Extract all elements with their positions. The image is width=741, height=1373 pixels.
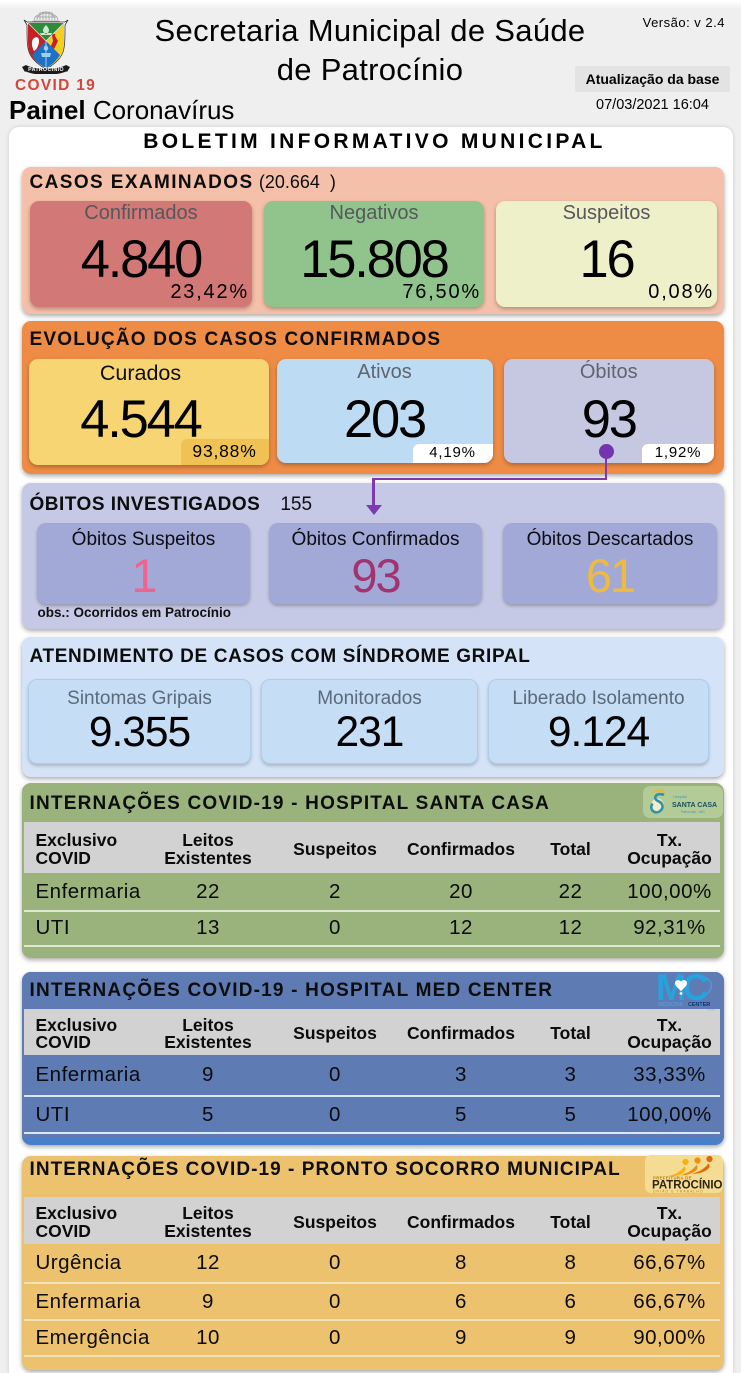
svg-text:center: center [707,1008,715,1012]
svg-text:Hospital: Hospital [673,795,687,799]
svg-text:PATROCÍNIO: PATROCÍNIO [652,1179,723,1192]
svg-text:PREFEITURA DE: PREFEITURA DE [653,1176,692,1181]
svg-text:CENTER: CENTER [688,1002,710,1008]
svg-text:SANTA CASA: SANTA CASA [672,802,717,809]
svg-text:Patrocínio - MG: Patrocínio - MG [681,810,705,814]
svg-text:MEDICINA · SAÚDE: MEDICINA · SAÚDE [658,1001,705,1008]
svg-text:UNIÃO E TRABALHO: UNIÃO E TRABALHO [653,1189,704,1193]
svg-text:PATROCÍNIO: PATROCÍNIO [28,65,64,73]
